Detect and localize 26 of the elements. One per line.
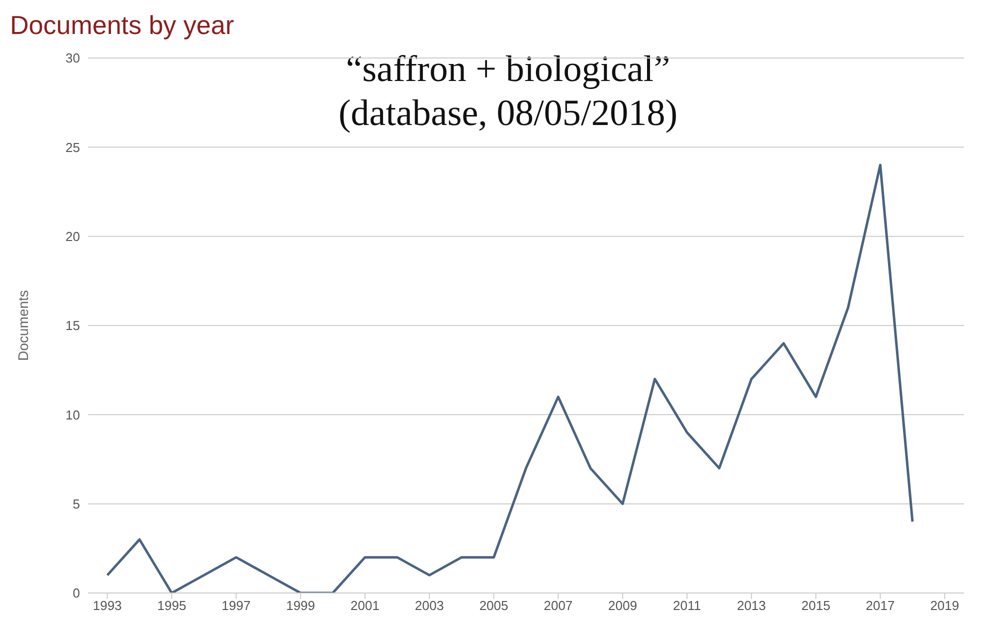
annotation: (database, 08/05/2018) — [337, 92, 679, 136]
line-series — [106, 164, 914, 593]
x-tick-label: 2007 — [544, 598, 573, 614]
x-tick-label: 2015 — [801, 598, 830, 614]
x-tick-label: 2011 — [673, 598, 702, 614]
y-tick-label: 15 — [66, 318, 80, 334]
chart-title: Documents by year — [10, 10, 234, 41]
y-tick-label: 30 — [66, 50, 80, 66]
x-tick-label: 2017 — [866, 598, 895, 614]
x-tick-label: 1995 — [157, 598, 186, 614]
y-tick-label: 0 — [72, 586, 80, 601]
x-tick-label: 2003 — [414, 598, 444, 614]
annotation: “saffron + biological” — [344, 48, 672, 92]
x-tick-label: 2019 — [930, 598, 960, 614]
x-tick-label: 1999 — [286, 598, 316, 614]
x-tick-label: 2001 — [350, 598, 380, 614]
y-tick-label: 5 — [72, 496, 80, 512]
x-tick-label: 1993 — [92, 598, 122, 614]
x-tick-label: 2005 — [479, 598, 508, 614]
y-tick-label: 20 — [66, 228, 80, 244]
x-tick-label: 2009 — [608, 598, 638, 614]
y-tick-label: 10 — [66, 407, 80, 422]
x-tick-label: 1997 — [222, 598, 251, 614]
y-tick-label: 25 — [66, 140, 80, 155]
y-axis-title: Documents — [14, 290, 31, 361]
x-tick-label: 2013 — [736, 598, 766, 614]
